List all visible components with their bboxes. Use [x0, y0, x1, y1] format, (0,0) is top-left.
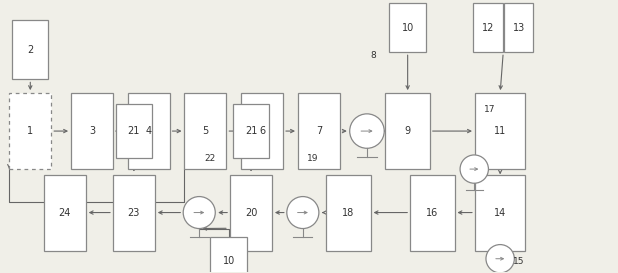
Bar: [9, 93, 51, 169]
Bar: [326, 174, 371, 251]
Bar: [44, 174, 86, 251]
Bar: [233, 104, 269, 158]
Text: 10: 10: [402, 23, 414, 33]
Text: 16: 16: [426, 207, 438, 218]
Text: 13: 13: [512, 23, 525, 33]
Bar: [475, 174, 525, 251]
Text: 14: 14: [494, 207, 506, 218]
Text: 4: 4: [146, 126, 152, 136]
Text: 24: 24: [59, 207, 71, 218]
Bar: [128, 93, 170, 169]
Text: 12: 12: [481, 23, 494, 33]
Text: 8: 8: [371, 51, 376, 60]
Bar: [298, 93, 340, 169]
Bar: [504, 3, 533, 52]
Ellipse shape: [350, 114, 384, 148]
Text: 7: 7: [316, 126, 322, 136]
Bar: [241, 93, 283, 169]
Bar: [386, 93, 430, 169]
Bar: [389, 3, 426, 52]
Text: 18: 18: [342, 207, 355, 218]
Text: 21: 21: [245, 126, 257, 136]
Bar: [116, 104, 152, 158]
Bar: [475, 93, 525, 169]
Bar: [113, 174, 155, 251]
Text: 19: 19: [307, 154, 318, 163]
Text: 1: 1: [27, 126, 33, 136]
Text: 23: 23: [128, 207, 140, 218]
Text: 22: 22: [205, 154, 216, 163]
Text: 6: 6: [259, 126, 265, 136]
Text: 5: 5: [202, 126, 208, 136]
Ellipse shape: [460, 155, 488, 183]
Bar: [473, 3, 502, 52]
Ellipse shape: [287, 197, 319, 229]
Text: 15: 15: [513, 257, 525, 266]
Bar: [410, 174, 454, 251]
Text: 11: 11: [494, 126, 506, 136]
Bar: [210, 237, 247, 273]
Text: 20: 20: [245, 207, 257, 218]
Bar: [184, 93, 226, 169]
Text: 9: 9: [405, 126, 411, 136]
Text: 17: 17: [484, 105, 496, 114]
Bar: [12, 20, 48, 79]
Text: 10: 10: [222, 256, 235, 266]
Ellipse shape: [183, 197, 215, 229]
Ellipse shape: [486, 245, 514, 273]
Bar: [71, 93, 113, 169]
Text: 3: 3: [89, 126, 95, 136]
Bar: [230, 174, 272, 251]
Text: 2: 2: [27, 44, 33, 55]
Text: 21: 21: [128, 126, 140, 136]
